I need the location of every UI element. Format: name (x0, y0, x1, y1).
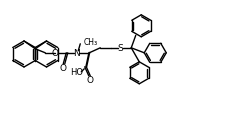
Text: O: O (52, 49, 59, 58)
Text: O: O (60, 64, 67, 73)
Text: CH₃: CH₃ (83, 38, 97, 47)
Text: HO: HO (70, 68, 83, 77)
Text: O: O (87, 76, 94, 85)
Text: N: N (73, 49, 80, 58)
Text: S: S (117, 44, 123, 53)
